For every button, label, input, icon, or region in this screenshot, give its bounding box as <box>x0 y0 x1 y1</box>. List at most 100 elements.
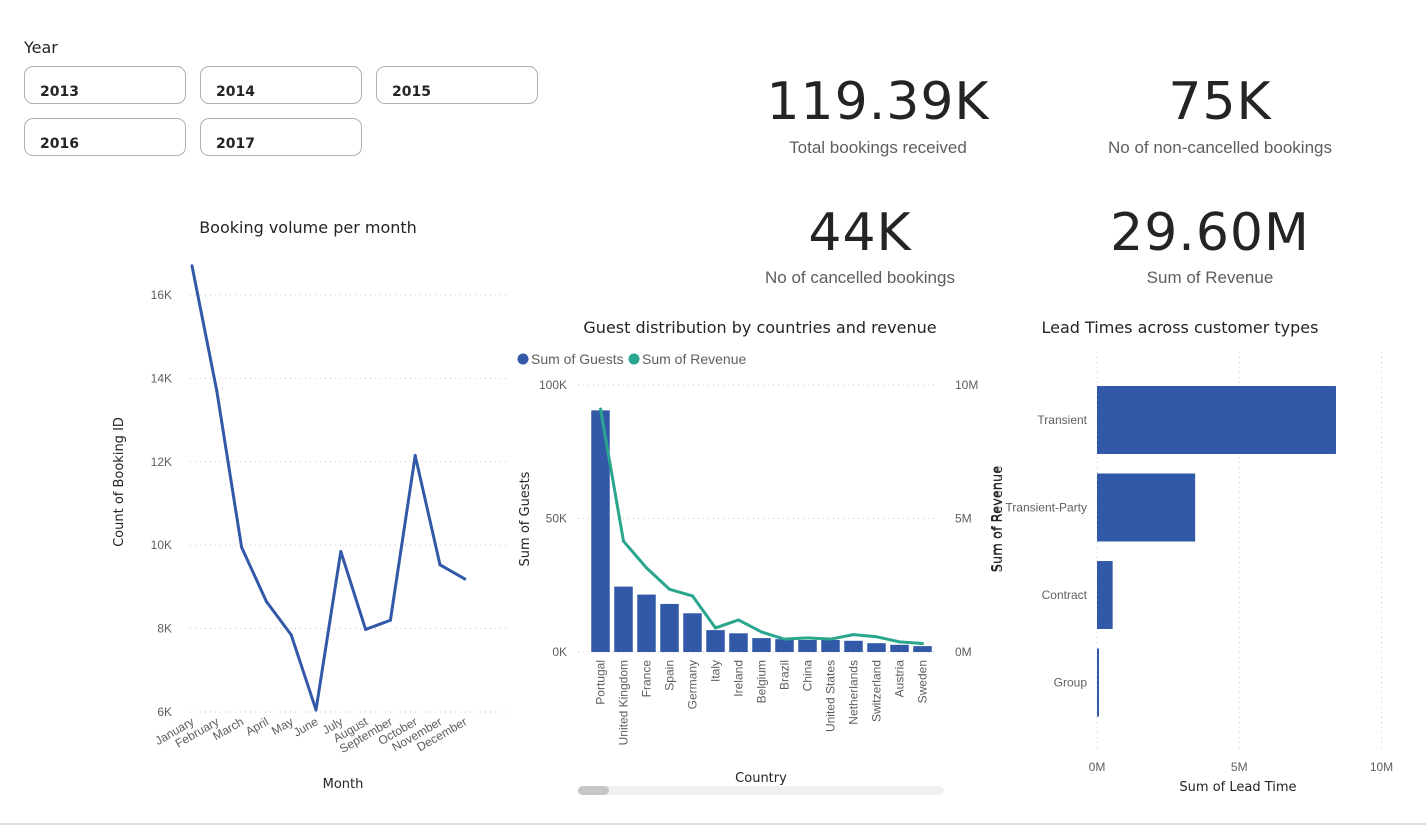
hbar-chart-plot-area: Transient Transient-Party Contract Group <box>1005 413 1087 690</box>
booking-volume-point <box>463 577 467 581</box>
combo-chart-y2-tick-label: 5M <box>955 512 972 526</box>
booking-volume-point <box>190 264 194 268</box>
legend-guests-label: Sum of Guests <box>531 351 624 367</box>
line-chart-y-tick-label: 14K <box>151 371 172 385</box>
combo-chart-x-tick-label: Germany <box>686 660 700 709</box>
hbar-chart-category-label: Transient <box>1037 413 1087 427</box>
guests-bar <box>683 613 702 652</box>
revenue-point <box>668 587 671 591</box>
revenue-point <box>898 640 901 644</box>
combo-chart-x-axis-title: Country <box>735 771 787 786</box>
hbar-chart-title: Lead Times across customer types <box>1041 318 1319 337</box>
combo-chart-x-tick-label: Sweden <box>916 660 930 703</box>
guests-bar <box>752 638 771 652</box>
kpi-cancelled-value: 44K <box>808 203 912 263</box>
combo-chart-y2-tick-label: 10M <box>955 378 978 392</box>
combo-chart-x-tick-label: Belgium <box>755 660 769 703</box>
revenue-point <box>645 566 648 570</box>
combo-chart-x-tick-label: Brazil <box>778 660 792 690</box>
guests-bar <box>706 630 725 652</box>
line-chart-y-tick-label: 16K <box>151 288 172 302</box>
combo-chart-title: Guest distribution by countries and reve… <box>583 318 937 337</box>
hbar-chart-x-tick-label: 0M <box>1089 760 1106 774</box>
guests-bar <box>798 639 817 652</box>
revenue-point <box>691 594 694 598</box>
legend-revenue-marker <box>628 353 640 365</box>
line-chart-y-axis-title: Count of Booking ID <box>112 417 127 547</box>
revenue-point <box>875 635 878 639</box>
hbar-chart-x-tick-label: 10M <box>1370 760 1393 774</box>
combo-chart-x-tick-label: Portugal <box>594 660 608 705</box>
year-option-2017[interactable]: 2017 <box>200 118 362 156</box>
horizontal-scrollbar-thumb[interactable] <box>578 786 609 795</box>
revenue-point <box>760 630 763 634</box>
revenue-point <box>829 637 832 641</box>
booking-volume-point <box>388 618 392 622</box>
guests-bar <box>637 594 656 652</box>
combo-chart-x-tick-label: France <box>640 660 654 698</box>
guests-bar <box>591 410 610 652</box>
kpi-total-bookings-label: Total bookings received <box>789 138 967 157</box>
revenue-point <box>599 407 602 411</box>
line-chart-title: Booking volume per month <box>199 218 417 237</box>
lead-time-bar <box>1097 648 1099 717</box>
lead-time-bar <box>1097 473 1196 542</box>
combo-chart-y-tick-label: 100K <box>539 378 567 392</box>
guest-distribution-combo-chart: Sum of Guests Sum of Revenue Sum of Gues… <box>517 351 1000 795</box>
guests-bar <box>660 603 679 652</box>
horizontal-scrollbar-track[interactable] <box>578 786 944 795</box>
combo-chart-x-tick-label: Switzerland <box>870 660 884 722</box>
hbar-chart-category-label: Transient-Party <box>1005 501 1087 515</box>
year-option-2015[interactable]: 2015 <box>376 66 538 104</box>
revenue-point <box>806 636 809 640</box>
guests-bar <box>867 643 886 652</box>
booking-volume-point <box>240 545 244 549</box>
hbar-chart-category-label: Contract <box>1042 588 1088 602</box>
combo-chart-x-tick-label: Netherlands <box>847 660 861 725</box>
combo-chart-x-tick-label: United Kingdom <box>617 660 631 745</box>
year-option-2016[interactable]: 2016 <box>24 118 186 156</box>
year-option-2013[interactable]: 2013 <box>24 66 186 104</box>
booking-volume-point <box>314 708 318 712</box>
booking-volume-point <box>289 633 293 637</box>
guests-bar <box>614 586 633 652</box>
combo-chart-y2-tick-label: 0M <box>955 645 972 659</box>
year-option-2014[interactable]: 2014 <box>200 66 362 104</box>
booking-volume-point <box>264 599 268 603</box>
guests-bar <box>821 639 840 652</box>
guests-bar <box>729 633 748 652</box>
kpi-revenue-label: Sum of Revenue <box>1146 268 1274 287</box>
revenue-point <box>737 618 740 622</box>
lead-time-bar <box>1097 561 1113 629</box>
line-chart-y-tick-label: 12K <box>151 455 172 469</box>
guests-bar <box>890 644 909 652</box>
line-chart-y-tick-label: 8K <box>157 622 172 636</box>
lead-time-bar <box>1097 386 1336 454</box>
kpi-revenue-value: 29.60M <box>1110 203 1310 263</box>
guests-bar <box>775 639 794 652</box>
combo-chart-x-tick-label: China <box>801 660 815 692</box>
combo-chart-x-tick-label: Spain <box>663 660 677 691</box>
revenue-point <box>714 626 717 630</box>
booking-volume-series-line <box>190 265 466 712</box>
kpi-cancelled-label: No of cancelled bookings <box>765 268 955 287</box>
booking-volume-point <box>364 627 368 631</box>
legend-guests-marker <box>517 353 529 365</box>
kpi-non-cancelled-value: 75K <box>1168 72 1272 132</box>
combo-chart-x-tick-label: Italy <box>709 660 723 682</box>
combo-chart-y-axis-title: Sum of Guests <box>518 471 533 566</box>
revenue-point <box>921 641 924 645</box>
booking-volume-point <box>413 454 417 458</box>
combo-chart-x-tick-label: United States <box>824 660 838 732</box>
hbar-chart-x-axis-title: Sum of Lead Time <box>1179 780 1296 795</box>
legend-revenue-label: Sum of Revenue <box>642 351 746 367</box>
line-chart-y-tick-label: 10K <box>151 538 172 552</box>
combo-chart-x-tick-label: Austria <box>893 660 907 698</box>
booking-volume-point <box>438 563 442 567</box>
booking-volume-point <box>339 549 343 553</box>
page-bottom-border <box>0 823 1426 825</box>
combo-chart-x-tick-label: Ireland <box>732 660 746 697</box>
guests-bar <box>913 646 932 652</box>
booking-volume-point <box>215 389 219 393</box>
